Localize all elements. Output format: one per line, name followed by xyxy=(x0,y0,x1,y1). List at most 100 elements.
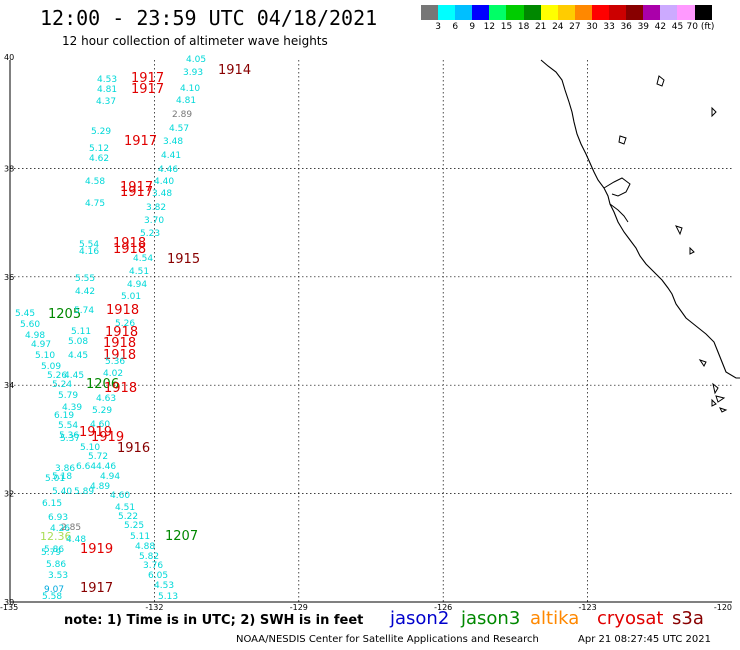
wave-height-label: 4.41 xyxy=(161,151,181,161)
wave-height-observations: 4.05 3.93 1914 4.53 1917 4.81 1917 4.10 4.37 4.81… xyxy=(15,55,251,602)
colorbar-label: 15 xyxy=(500,22,513,32)
wave-height-label: 3.70 xyxy=(144,216,164,226)
wave-height-label: 4.75 xyxy=(85,199,105,209)
wave-height-label: 1917 xyxy=(120,185,153,200)
colorbar-swatch xyxy=(523,5,541,20)
wave-height-label: 4.10 xyxy=(180,84,200,94)
wave-height-label: 4.42 xyxy=(75,287,95,297)
map-title: 12:00 - 23:59 UTC 04/18/2021 xyxy=(40,6,378,30)
colorbar-swatch xyxy=(455,5,473,20)
wave-height-label: 5.13 xyxy=(158,592,178,602)
colorbar-swatch xyxy=(472,5,490,20)
wave-height-label: 5.11 xyxy=(71,327,91,337)
colorbar-swatch xyxy=(540,5,558,20)
lon-tick-label: -126 xyxy=(434,603,452,612)
wave-height-label: 4.45 xyxy=(68,351,88,361)
colorbar-label: 9 xyxy=(469,22,476,32)
wave-height-label: 4.62 xyxy=(89,154,109,164)
wave-height-label: 4.16 xyxy=(79,247,99,257)
lat-tick-label: 30 xyxy=(4,598,14,607)
colorbar-swatch xyxy=(609,5,627,20)
wave-height-label: 1914 xyxy=(218,63,251,78)
wave-height-label: 3.86 xyxy=(55,464,75,474)
lat-tick-label: 34 xyxy=(4,381,14,390)
channel-islands xyxy=(715,395,728,413)
legend-entry-s3a: s3a xyxy=(672,608,704,629)
wave-height-label: 4.81 xyxy=(97,85,117,95)
wave-height-label: 1918 xyxy=(113,242,146,257)
colorbar-label: 6 xyxy=(452,22,459,32)
wave-height-label: 6.19 xyxy=(54,411,74,421)
axis-labels: 40 38 36 34 32 30-135 -132 -129 -126 -123 -120 xyxy=(0,53,732,612)
lat-tick-label: 36 xyxy=(4,273,14,282)
wave-height-label: 5.22 xyxy=(118,512,138,522)
wave-height-label: 1918 xyxy=(103,348,136,363)
wave-height-label: 5.54 xyxy=(79,240,99,250)
wave-height-label: 4.81 xyxy=(176,96,196,106)
wave-height-label: 4.53 xyxy=(154,581,174,591)
wave-height-label: 1918 xyxy=(103,336,136,351)
generated-timestamp: Apr 21 08:27:45 UTC 2021 xyxy=(578,634,711,645)
wave-height-label: 4.94 xyxy=(127,280,147,290)
wave-height-label: 5.26 xyxy=(47,371,67,381)
wave-height-label: 3.82 xyxy=(146,203,166,213)
wave-height-label: 1917 xyxy=(120,180,153,195)
legend-entry-cryosat: cryosat xyxy=(597,608,664,629)
wave-height-label: 5.82 xyxy=(139,552,159,562)
wave-height-label: 2.89 xyxy=(172,110,192,120)
wave-height-label: 4.05 xyxy=(186,55,206,65)
wave-height-label: 1919 xyxy=(79,425,112,440)
legend-entry-jason2: jason2 xyxy=(390,608,450,629)
colorbar-label: 42 xyxy=(654,22,667,32)
legend-entry-altika: altika xyxy=(530,608,580,629)
colorbar-label: 39 xyxy=(637,22,650,32)
wave-height-label: 5.60 xyxy=(20,320,40,330)
colorbar-label: 3 xyxy=(435,22,441,32)
wave-height-label: 6.64 xyxy=(76,462,96,472)
lon-tick-label: -120 xyxy=(714,603,732,612)
colorbar-swatch xyxy=(626,5,644,20)
wave-height-label: 1917 xyxy=(80,581,113,596)
wave-height-label: 6.05 xyxy=(148,571,168,581)
wave-height-label: 4.53 xyxy=(97,75,117,85)
wave-height-label: 5.29 xyxy=(92,406,112,416)
wave-height-label: 5.58 xyxy=(42,592,62,602)
wave-height-label: 1918 xyxy=(104,381,137,396)
wave-height-label: 5.54 xyxy=(58,421,78,431)
wave-height-label: 5.25 xyxy=(124,521,144,531)
colorbar-swatch xyxy=(421,5,439,20)
wave-height-label: 4.58 xyxy=(85,177,105,187)
lat-lon-grid xyxy=(9,60,732,603)
colorbar-label: 30 xyxy=(586,22,598,32)
wave-height-label: 4.46 xyxy=(158,165,178,175)
wave-height-label: 5.37 xyxy=(60,434,80,444)
wave-height-label: 1918 xyxy=(106,303,139,318)
wave-height-label: 4.63 xyxy=(96,394,116,404)
wave-height-label: 1918 xyxy=(113,236,146,251)
wave-height-label: 4.57 xyxy=(169,124,189,134)
wave-height-label: 5.18 xyxy=(52,472,72,482)
wave-height-label: 5.36 xyxy=(59,431,79,441)
wave-height-label: 1916 xyxy=(117,441,150,456)
wave-height-label: 6.93 xyxy=(48,513,68,523)
lat-tick-label: 38 xyxy=(4,164,14,173)
wave-height-label: 5.24 xyxy=(52,380,72,390)
lon-tick-label: -135 xyxy=(0,603,18,612)
wave-height-label: 5.08 xyxy=(68,337,88,347)
wave-height-label: 3.48 xyxy=(163,137,183,147)
wave-height-label: 1919 xyxy=(91,430,124,445)
wave-height-label: 4.39 xyxy=(62,403,82,413)
wave-height-label: 4.88 xyxy=(135,542,155,552)
wave-height-label: 4.40 xyxy=(154,177,174,187)
wave-height-label: 1207 xyxy=(165,529,198,544)
colorbar-swatch xyxy=(591,5,610,20)
wave-height-label: 1205 xyxy=(48,307,81,322)
colorbar-label: 70 (ft) xyxy=(686,22,715,32)
wave-height-label: 3.76 xyxy=(143,561,163,571)
wave-height-label: 5.72 xyxy=(88,452,108,462)
wave-height-label: 9.07 xyxy=(44,585,64,595)
lon-tick-label: -129 xyxy=(290,603,308,612)
wave-height-label: 2.85 xyxy=(61,523,81,533)
wave-height-label: 5.01 xyxy=(45,474,65,484)
colorbar-swatch xyxy=(643,5,661,20)
